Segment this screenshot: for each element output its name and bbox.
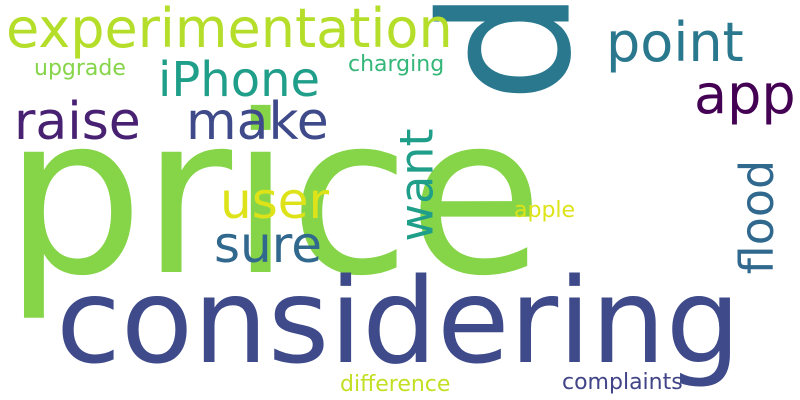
- word-want: want: [389, 128, 444, 242]
- word-raise: raise: [14, 92, 141, 152]
- word-upgrade: upgrade: [34, 56, 126, 81]
- word-p: p: [427, 0, 637, 104]
- word-apple: apple: [514, 198, 576, 223]
- word-flood: flood: [730, 159, 785, 275]
- word-considering: considering: [56, 252, 741, 390]
- word-iphone: iPhone: [158, 52, 321, 108]
- word-charging: charging: [348, 52, 445, 77]
- word-make: make: [186, 92, 329, 152]
- word-price: price: [4, 68, 544, 324]
- word-difference: difference: [340, 372, 451, 397]
- word-point: point: [606, 11, 744, 74]
- word-complaints: complaints: [562, 370, 683, 395]
- word-app: app: [694, 63, 796, 126]
- word-experimentation: experimentation: [6, 0, 453, 60]
- word-sure: sure: [214, 216, 322, 274]
- word-user: user: [220, 172, 330, 230]
